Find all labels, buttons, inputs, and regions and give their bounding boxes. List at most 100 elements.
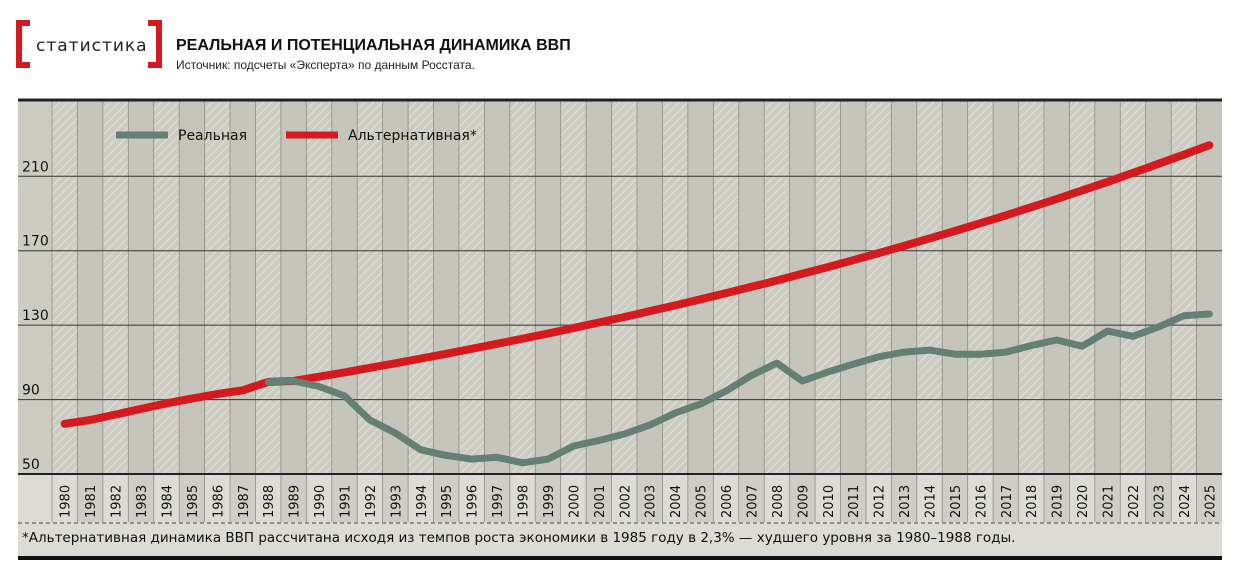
year-label-cell (586, 474, 612, 522)
x-tick-label: 1996 (466, 485, 481, 518)
x-tick-label: 2011 (847, 485, 862, 518)
x-tick-label: 2019 (1051, 485, 1066, 518)
year-column (433, 100, 459, 474)
year-column (1018, 100, 1044, 474)
x-tick-label: 1980 (59, 485, 74, 518)
year-label-cell (433, 474, 459, 522)
series-line-alternative (60, 141, 1214, 428)
x-tick-label: 1998 (517, 485, 532, 518)
x-tick-label: 1993 (389, 485, 404, 518)
year-column (1094, 100, 1121, 474)
year-column (204, 100, 231, 474)
year-label-cell (102, 474, 129, 522)
x-tick-label: 1988 (262, 485, 277, 518)
y-tick-label: 210 (22, 159, 49, 175)
year-label-cell (179, 474, 205, 522)
x-tick-label: 2012 (873, 485, 888, 518)
year-label-cell (1069, 474, 1095, 522)
year-label-cell (153, 474, 180, 522)
year-label-cell (560, 474, 587, 522)
x-tick-label: 2017 (1000, 485, 1015, 518)
year-column (52, 100, 78, 474)
year-column (128, 100, 154, 474)
legend-label-alt: Альтернативная* (348, 128, 477, 144)
y-tick-label: 50 (22, 457, 40, 473)
year-label-cell (1196, 474, 1222, 522)
year-column (382, 100, 409, 474)
x-tick-label: 1990 (313, 485, 328, 518)
year-column (586, 100, 612, 474)
year-column (865, 100, 892, 474)
year-column (230, 100, 256, 474)
x-tick-label: 2025 (1203, 485, 1218, 518)
y-tick-label: 130 (22, 308, 49, 324)
year-label-cell (535, 474, 561, 522)
x-tick-label: 1989 (288, 485, 303, 518)
x-tick-label: 2010 (822, 485, 837, 518)
x-tick-label: 2021 (1102, 485, 1117, 518)
year-column (789, 100, 816, 474)
chart-title: РЕАЛЬНАЯ И ПОТЕНЦИАЛЬНАЯ ДИНАМИКА ВВП (176, 37, 571, 54)
year-label-cell (52, 474, 78, 522)
x-tick-label: 2007 (745, 485, 760, 518)
logo: статистика (16, 20, 162, 68)
x-tick-label: 2023 (1152, 485, 1167, 518)
year-column (535, 100, 561, 474)
chart-source: Источник: подсчеты «Эксперта» по данным … (176, 58, 475, 72)
x-tick-label: 1992 (364, 485, 379, 518)
year-column (77, 100, 103, 474)
year-label-cell (458, 474, 485, 522)
year-column (408, 100, 434, 474)
x-tick-label: 1991 (339, 485, 354, 518)
year-column (942, 100, 968, 474)
logo-bracket-left (16, 20, 30, 68)
x-tick-label: 1994 (415, 485, 430, 518)
year-column (153, 100, 180, 474)
x-tick-label: 2000 (567, 485, 582, 518)
year-label-cell (916, 474, 943, 522)
x-tick-label: 1981 (84, 485, 99, 518)
footnote: *Альтернативная динамика ВВП рассчитана … (22, 530, 1016, 546)
year-column (560, 100, 587, 474)
x-tick-label: 2002 (618, 485, 633, 518)
year-column (509, 100, 536, 474)
year-column (179, 100, 205, 474)
year-label-cell (1018, 474, 1044, 522)
x-tick-label: 1997 (491, 485, 506, 518)
series-line-real (264, 310, 1213, 467)
year-column (993, 100, 1019, 474)
year-label-cell (993, 474, 1019, 522)
year-column (916, 100, 943, 474)
legend: Реальная Альтернативная* (116, 128, 477, 144)
x-tick-label: 1986 (211, 485, 226, 518)
year-label-cell (967, 474, 994, 522)
year-column (1043, 100, 1070, 474)
year-label-cell (408, 474, 434, 522)
year-column (687, 100, 714, 474)
year-column (967, 100, 994, 474)
year-label-cell (1094, 474, 1121, 522)
year-column (255, 100, 281, 474)
year-column (1171, 100, 1197, 474)
x-tick-label: 2003 (644, 485, 659, 518)
logo-text: статистика (36, 36, 148, 56)
year-column (637, 100, 663, 474)
x-tick-label: 1995 (440, 485, 455, 518)
year-label-cell (815, 474, 841, 522)
year-label-cell (1120, 474, 1146, 522)
x-tick-label: 2001 (593, 485, 608, 518)
year-label-cell (331, 474, 358, 522)
year-label-cell (942, 474, 968, 522)
year-label-cell (891, 474, 917, 522)
year-label-cell (280, 474, 307, 522)
year-label-cell (789, 474, 816, 522)
year-label-cell (306, 474, 332, 522)
legend-label-real: Реальная (178, 128, 247, 144)
year-column (611, 100, 637, 474)
x-tick-label: 2005 (695, 485, 710, 518)
year-label-cell (713, 474, 739, 522)
year-column (815, 100, 841, 474)
year-label-cell (230, 474, 256, 522)
year-column (458, 100, 485, 474)
